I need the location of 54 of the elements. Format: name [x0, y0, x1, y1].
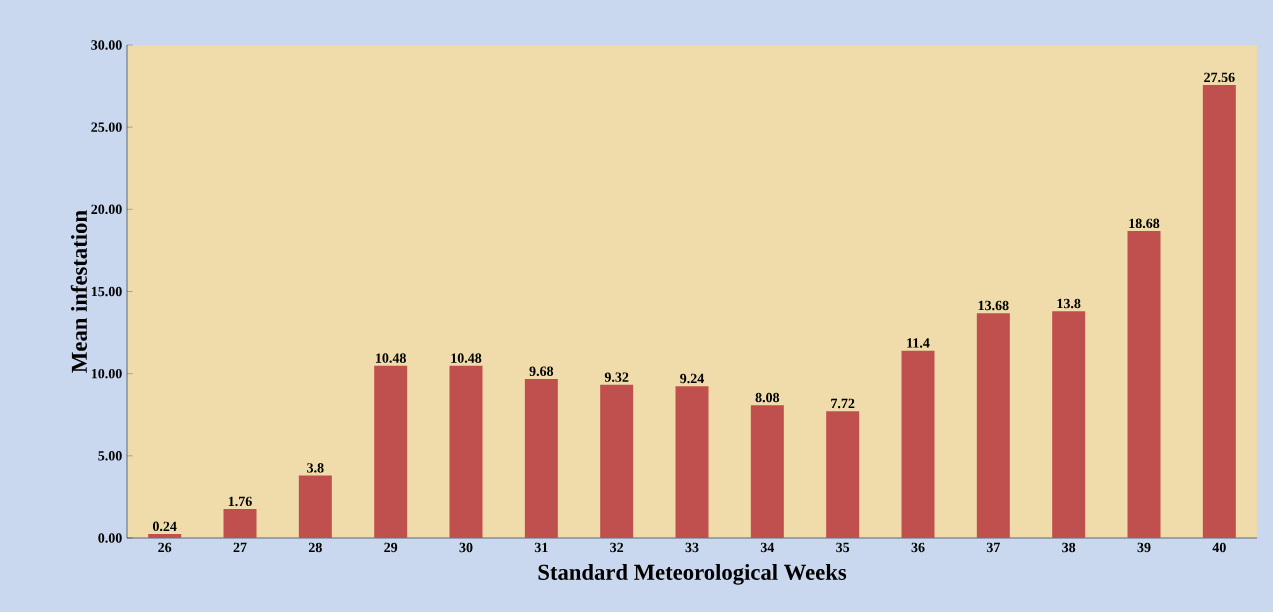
bar [223, 509, 257, 538]
x-axis-title: Standard Meteorological Weeks [538, 563, 847, 585]
x-tick-label: 31 [534, 542, 548, 553]
x-tick-label: 40 [1212, 542, 1226, 553]
y-tick-label: 25.00 [91, 122, 122, 132]
bar [826, 411, 860, 538]
bar [298, 475, 332, 538]
bar [374, 365, 408, 538]
y-tick-label: 20.00 [91, 204, 122, 215]
data-label: 10.48 [376, 353, 406, 363]
x-tick-label: 38 [1062, 542, 1076, 553]
data-label: 27.56 [1204, 72, 1235, 83]
x-tick-label: 27 [233, 542, 247, 552]
data-label: 9.68 [529, 366, 554, 376]
x-tick-label: 30 [459, 542, 473, 553]
bar [524, 378, 558, 538]
x-tick-label: 36 [911, 542, 925, 553]
x-tick-label: 35 [836, 542, 850, 553]
x-tick-label: 29 [384, 542, 398, 553]
bar [976, 313, 1010, 538]
x-tick-label: 32 [610, 542, 624, 553]
y-tick-label: 30.00 [91, 40, 122, 50]
bar [1202, 85, 1236, 538]
data-label: 13.8 [1057, 298, 1081, 309]
y-tick-label: 5.00 [98, 451, 122, 461]
data-label: 7.72 [831, 398, 855, 409]
bar [148, 534, 182, 538]
bar [750, 405, 784, 538]
data-label: 18.68 [1129, 218, 1160, 229]
x-tick-label: 37 [986, 542, 1000, 553]
x-tick-label: 39 [1137, 542, 1151, 553]
data-label: 0.24 [152, 521, 177, 532]
bar [901, 350, 935, 538]
data-label: 13.68 [978, 300, 1009, 311]
bar [1127, 231, 1161, 538]
y-tick-label: 15.00 [91, 286, 122, 297]
y-tick-label: 10.00 [91, 368, 122, 379]
y-axis-title: Mean infestation [70, 210, 87, 373]
y-tick-label: 0.00 [98, 533, 122, 543]
data-label: 10.48 [451, 353, 482, 363]
x-tick-label: 28 [308, 542, 322, 553]
data-label: 8.08 [755, 392, 780, 403]
bar [675, 386, 709, 538]
data-label: 9.24 [680, 373, 704, 384]
x-tick-label: 34 [760, 542, 775, 553]
bar [449, 365, 483, 538]
bar [600, 384, 634, 538]
bar [1052, 311, 1086, 538]
x-tick-label: 26 [158, 542, 172, 553]
data-label: 11.4 [907, 338, 930, 348]
data-label: 1.76 [228, 496, 252, 507]
data-label: 9.32 [604, 372, 629, 382]
x-tick-label: 33 [685, 542, 699, 553]
data-label: 3.8 [307, 463, 324, 473]
